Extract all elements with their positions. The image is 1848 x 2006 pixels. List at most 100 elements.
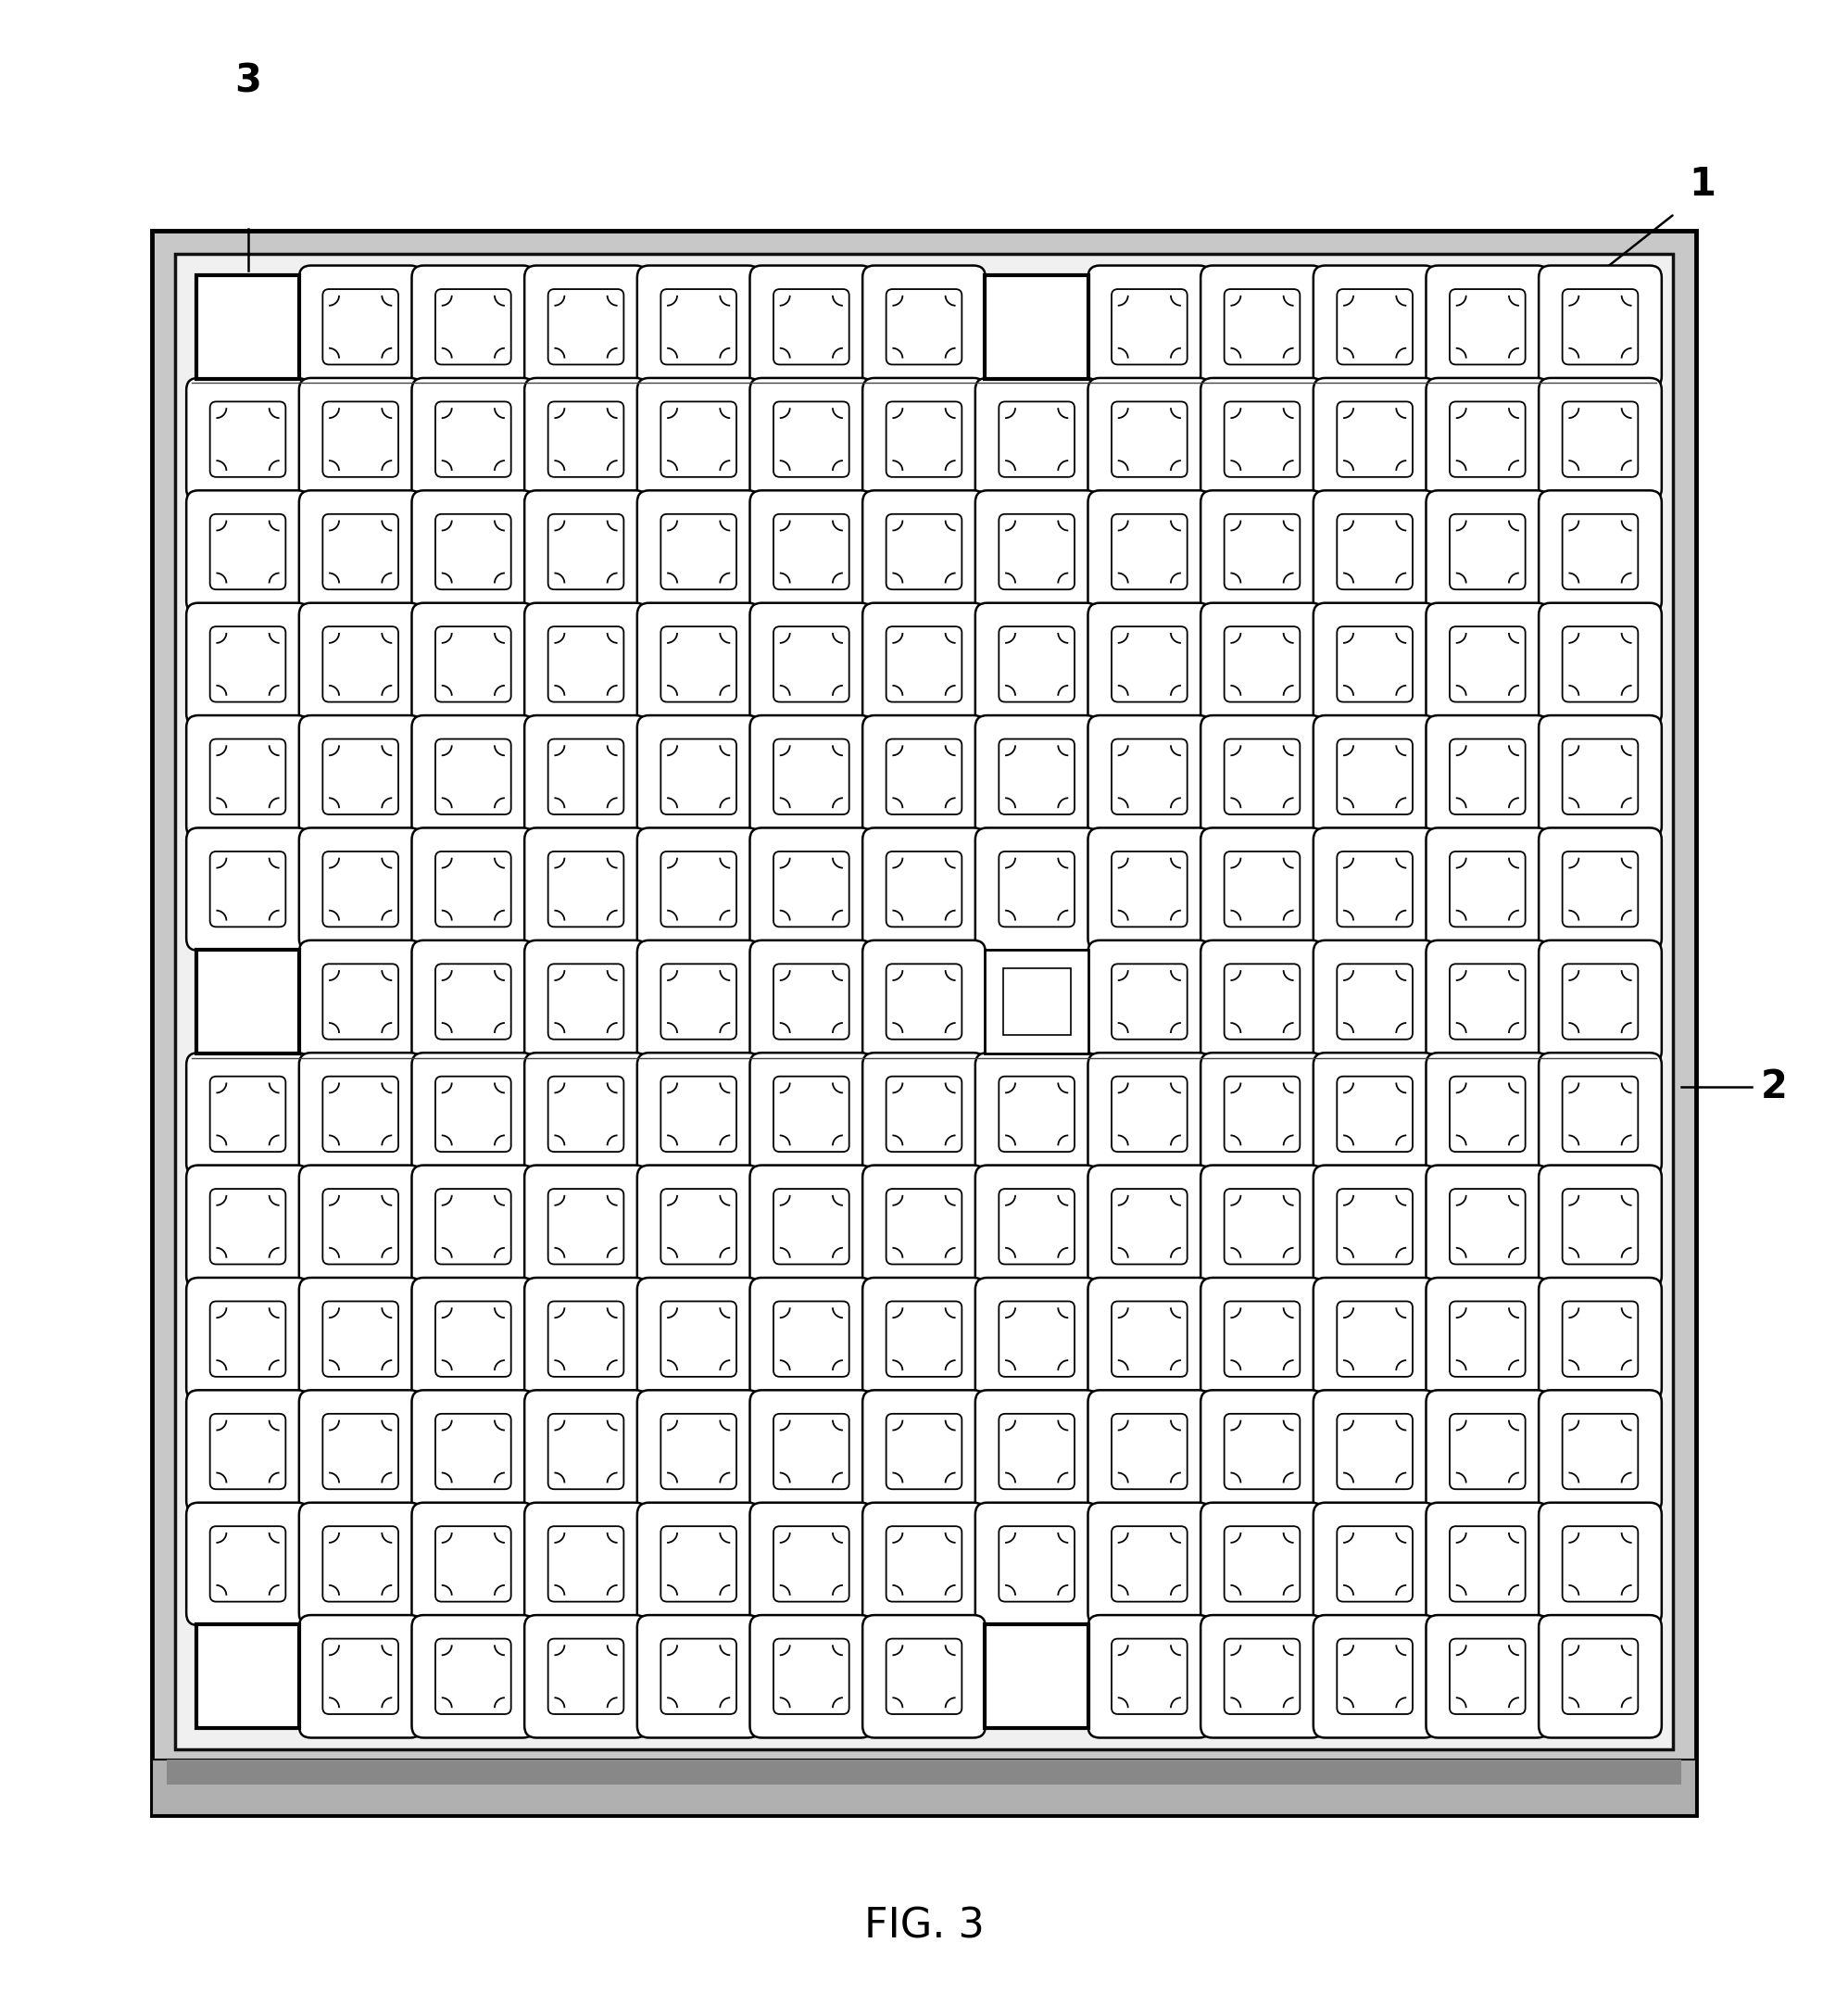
FancyBboxPatch shape (549, 514, 625, 590)
FancyBboxPatch shape (187, 489, 309, 614)
FancyBboxPatch shape (525, 1390, 647, 1513)
FancyBboxPatch shape (638, 828, 760, 951)
FancyBboxPatch shape (412, 1165, 534, 1288)
FancyBboxPatch shape (863, 265, 985, 389)
FancyBboxPatch shape (1314, 1053, 1436, 1176)
FancyBboxPatch shape (436, 514, 512, 590)
FancyBboxPatch shape (1000, 626, 1074, 702)
FancyBboxPatch shape (525, 1615, 647, 1737)
FancyBboxPatch shape (1314, 1278, 1436, 1400)
FancyBboxPatch shape (1201, 1615, 1323, 1737)
FancyBboxPatch shape (1223, 965, 1299, 1039)
FancyBboxPatch shape (774, 851, 848, 927)
FancyBboxPatch shape (863, 828, 985, 951)
FancyBboxPatch shape (774, 1302, 848, 1376)
FancyBboxPatch shape (863, 716, 985, 839)
FancyBboxPatch shape (1314, 1502, 1436, 1625)
FancyBboxPatch shape (662, 289, 737, 365)
FancyBboxPatch shape (1314, 1165, 1436, 1288)
FancyBboxPatch shape (1111, 401, 1186, 477)
FancyBboxPatch shape (1336, 851, 1412, 927)
FancyBboxPatch shape (887, 401, 961, 477)
FancyBboxPatch shape (412, 489, 534, 614)
FancyBboxPatch shape (887, 738, 961, 814)
FancyBboxPatch shape (863, 1053, 985, 1176)
FancyBboxPatch shape (1201, 1502, 1323, 1625)
FancyBboxPatch shape (1111, 514, 1186, 590)
FancyBboxPatch shape (549, 1527, 625, 1601)
FancyBboxPatch shape (750, 1053, 872, 1176)
FancyBboxPatch shape (1562, 289, 1637, 365)
Bar (196, 951, 299, 1053)
FancyBboxPatch shape (887, 1190, 961, 1264)
Bar (196, 1625, 299, 1727)
FancyBboxPatch shape (436, 1527, 512, 1601)
FancyBboxPatch shape (1314, 604, 1436, 726)
Bar (196, 275, 299, 379)
FancyBboxPatch shape (525, 489, 647, 614)
FancyBboxPatch shape (1000, 1414, 1074, 1488)
FancyBboxPatch shape (1539, 265, 1661, 389)
FancyBboxPatch shape (1111, 1414, 1186, 1488)
FancyBboxPatch shape (774, 289, 848, 365)
FancyBboxPatch shape (1201, 1390, 1323, 1513)
FancyBboxPatch shape (750, 941, 872, 1063)
FancyBboxPatch shape (1314, 1615, 1436, 1737)
FancyBboxPatch shape (1088, 1053, 1210, 1176)
FancyBboxPatch shape (1111, 1639, 1186, 1715)
FancyBboxPatch shape (187, 1053, 309, 1176)
FancyBboxPatch shape (299, 1502, 421, 1625)
FancyBboxPatch shape (1427, 604, 1549, 726)
FancyBboxPatch shape (1223, 289, 1299, 365)
FancyBboxPatch shape (638, 604, 760, 726)
FancyBboxPatch shape (662, 965, 737, 1039)
FancyBboxPatch shape (1201, 828, 1323, 951)
FancyBboxPatch shape (1088, 1390, 1210, 1513)
FancyBboxPatch shape (887, 851, 961, 927)
FancyBboxPatch shape (525, 265, 647, 389)
FancyBboxPatch shape (412, 828, 534, 951)
FancyBboxPatch shape (436, 1302, 512, 1376)
FancyBboxPatch shape (1336, 1414, 1412, 1488)
FancyBboxPatch shape (1449, 965, 1525, 1039)
FancyBboxPatch shape (187, 1502, 309, 1625)
FancyBboxPatch shape (1201, 1278, 1323, 1400)
FancyBboxPatch shape (436, 1639, 512, 1715)
FancyBboxPatch shape (323, 401, 399, 477)
FancyBboxPatch shape (436, 851, 512, 927)
FancyBboxPatch shape (863, 1502, 985, 1625)
FancyBboxPatch shape (863, 604, 985, 726)
FancyBboxPatch shape (1000, 738, 1074, 814)
FancyBboxPatch shape (750, 828, 872, 951)
FancyBboxPatch shape (323, 1414, 399, 1488)
FancyBboxPatch shape (549, 626, 625, 702)
FancyBboxPatch shape (1562, 401, 1637, 477)
FancyBboxPatch shape (662, 1414, 737, 1488)
FancyBboxPatch shape (774, 1077, 848, 1151)
FancyBboxPatch shape (887, 289, 961, 365)
Bar (166, 1759, 1682, 1785)
FancyBboxPatch shape (774, 1190, 848, 1264)
FancyBboxPatch shape (525, 1278, 647, 1400)
FancyBboxPatch shape (525, 1502, 647, 1625)
FancyBboxPatch shape (887, 1527, 961, 1601)
FancyBboxPatch shape (1088, 489, 1210, 614)
FancyBboxPatch shape (412, 1053, 534, 1176)
Bar (1003, 969, 1070, 1035)
FancyBboxPatch shape (525, 604, 647, 726)
FancyBboxPatch shape (412, 1390, 534, 1513)
FancyBboxPatch shape (1223, 1077, 1299, 1151)
FancyBboxPatch shape (750, 489, 872, 614)
FancyBboxPatch shape (1449, 1414, 1525, 1488)
FancyBboxPatch shape (1223, 738, 1299, 814)
FancyBboxPatch shape (1427, 489, 1549, 614)
FancyBboxPatch shape (323, 289, 399, 365)
FancyBboxPatch shape (1314, 716, 1436, 839)
FancyBboxPatch shape (1111, 1190, 1186, 1264)
FancyBboxPatch shape (1000, 1190, 1074, 1264)
FancyBboxPatch shape (299, 716, 421, 839)
FancyBboxPatch shape (549, 289, 625, 365)
FancyBboxPatch shape (750, 1390, 872, 1513)
FancyBboxPatch shape (1000, 851, 1074, 927)
FancyBboxPatch shape (750, 1615, 872, 1737)
